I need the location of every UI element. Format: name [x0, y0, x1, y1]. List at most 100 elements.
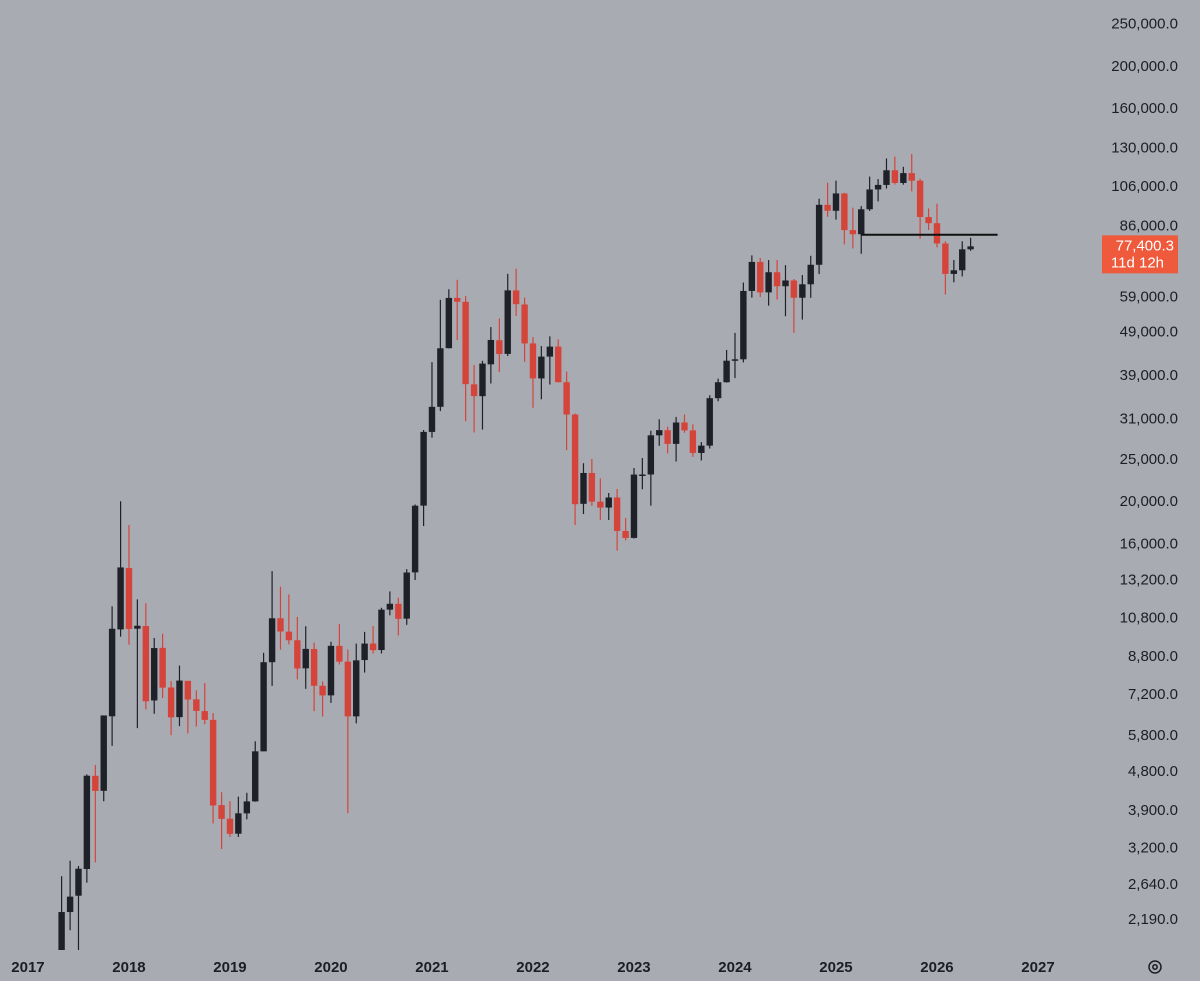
settings-icon[interactable]: [1148, 960, 1162, 974]
candle-body: [841, 193, 848, 231]
y-tick-label: 4,800.0: [1128, 763, 1178, 780]
y-tick-label: 13,200.0: [1120, 572, 1178, 589]
candle-body: [967, 246, 974, 250]
candle-body: [420, 431, 427, 506]
candle-body: [639, 474, 646, 476]
candle-body: [891, 170, 899, 183]
y-tick-label: 16,000.0: [1120, 535, 1178, 552]
candle-body: [319, 685, 326, 696]
candle-body: [757, 261, 764, 293]
candle-body: [395, 603, 402, 619]
candle-body: [268, 618, 276, 663]
candle-body: [83, 775, 91, 869]
candle-body: [252, 751, 259, 802]
y-tick-label: 200,000.0: [1111, 58, 1178, 75]
candle-body: [630, 474, 638, 538]
candle-body: [613, 497, 621, 531]
candle-body: [218, 805, 225, 819]
candle-body: [454, 297, 461, 302]
candle-body: [310, 649, 318, 686]
x-tick-label: 2027: [1021, 959, 1054, 976]
candle-body: [176, 680, 183, 718]
candle-body: [883, 170, 890, 185]
candle-body: [151, 648, 158, 701]
y-tick-label: 5,800.0: [1128, 727, 1178, 744]
candle-body: [487, 339, 495, 365]
candle-body: [714, 382, 722, 399]
candle-body: [108, 628, 116, 717]
candle-body: [706, 398, 713, 446]
x-tick-label: 2024: [718, 959, 752, 976]
candle-body: [428, 406, 436, 432]
y-tick-label: 250,000.0: [1111, 16, 1178, 33]
y-tick-label: 2,640.0: [1128, 876, 1178, 893]
candle-body: [193, 699, 200, 711]
candle-body: [925, 217, 932, 224]
candle-body: [496, 340, 503, 355]
candle-body: [748, 261, 756, 291]
x-tick-label: 2018: [112, 959, 145, 976]
plot-area: [58, 153, 998, 950]
candle-body: [546, 346, 554, 357]
candle-body: [260, 662, 267, 752]
candle-body: [815, 204, 823, 265]
y-tick-label: 7,200.0: [1128, 686, 1178, 703]
y-tick-label: 20,000.0: [1120, 493, 1178, 510]
y-tick-label: 8,800.0: [1128, 648, 1178, 665]
candle-body: [243, 801, 251, 814]
candle-body: [689, 430, 697, 453]
x-tick-label: 2026: [920, 959, 953, 976]
candle-body: [908, 173, 915, 181]
candle-body: [201, 711, 208, 720]
candle-body: [344, 661, 352, 717]
candle-body: [580, 472, 587, 504]
candle-body: [437, 348, 444, 407]
candle-body: [378, 609, 385, 651]
candle-body: [411, 505, 419, 573]
candle-body: [824, 204, 831, 211]
candle-body: [58, 912, 65, 950]
y-tick-label: 160,000.0: [1111, 100, 1178, 117]
candle-body: [740, 290, 747, 360]
candle-body: [226, 818, 234, 834]
candle-body: [167, 687, 175, 718]
candle-body: [479, 363, 486, 397]
candle-body: [538, 356, 545, 379]
x-tick-label: 2021: [415, 959, 448, 976]
candle-body: [142, 625, 150, 702]
candle-body: [605, 497, 612, 508]
y-tick-label: 3,900.0: [1128, 802, 1178, 819]
y-tick-label: 2,190.0: [1128, 911, 1178, 928]
candle-body: [672, 422, 680, 444]
candle-body: [597, 501, 604, 508]
candle-body: [858, 209, 865, 235]
candle-body: [900, 173, 907, 183]
candle-body: [790, 280, 798, 298]
candle-body: [849, 230, 857, 235]
candle-body: [302, 648, 309, 669]
candle-body: [807, 264, 814, 285]
candle-body: [782, 280, 789, 287]
candle-body: [327, 645, 335, 696]
last-price-label: 77,400.3: [1116, 237, 1174, 254]
candle-body: [462, 301, 469, 385]
candle-body: [773, 272, 781, 287]
candle-body: [386, 603, 394, 610]
candle-body: [521, 304, 528, 344]
y-tick-label: 25,000.0: [1120, 451, 1178, 468]
candle-body: [959, 249, 966, 271]
candle-body: [470, 384, 478, 397]
y-tick-label: 59,000.0: [1120, 289, 1178, 306]
candle-body: [942, 243, 949, 274]
candle-body: [799, 284, 806, 298]
candle-body: [555, 346, 562, 383]
x-tick-label: 2017: [11, 959, 44, 976]
candle-body: [832, 193, 840, 211]
candle-body: [765, 272, 772, 293]
x-tick-label: 2022: [516, 959, 549, 976]
candle-body: [866, 189, 873, 210]
candle-body: [874, 184, 882, 190]
candle-body: [353, 660, 360, 717]
